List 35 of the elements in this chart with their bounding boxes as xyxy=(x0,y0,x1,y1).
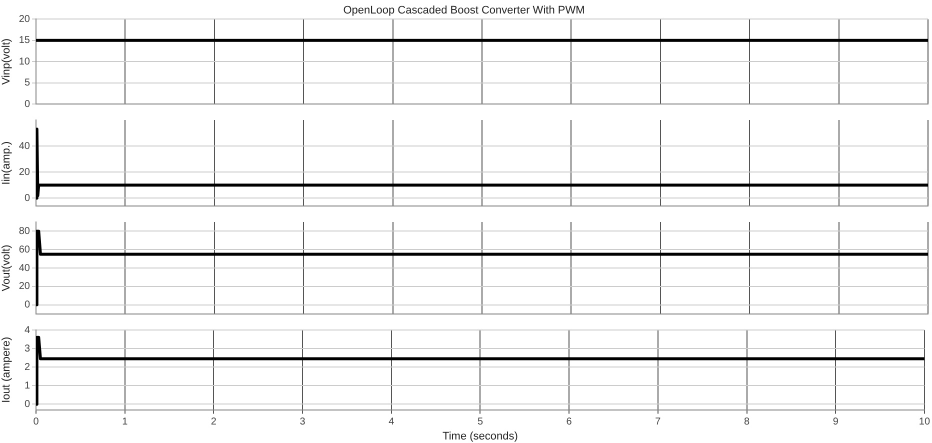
y-axis-title: Iin(amp.) xyxy=(0,141,13,185)
y-tick-label: 4 xyxy=(24,324,30,336)
y-tick-label: 20 xyxy=(18,166,30,178)
y-tick-label: 0 xyxy=(24,98,30,110)
y-tick-label: 15 xyxy=(18,35,30,46)
x-tick-label: 3 xyxy=(300,416,306,428)
y-tick-label: 2 xyxy=(24,362,30,373)
y-tick-label: 3 xyxy=(24,343,30,354)
x-tick-label: 9 xyxy=(832,416,839,428)
y-tick-label: 0 xyxy=(24,398,30,410)
x-tick-label: 7 xyxy=(655,416,662,428)
y-tick-label: 0 xyxy=(24,300,30,311)
y-tick-label: 1 xyxy=(24,380,30,392)
y-tick-label: 10 xyxy=(18,56,30,68)
y-tick-label: 40 xyxy=(18,140,30,152)
y-tick-label: 0 xyxy=(24,192,30,204)
y-tick-label: 40 xyxy=(18,262,30,274)
x-axis-title: Time (seconds) xyxy=(442,430,518,442)
x-tick-label: 10 xyxy=(918,416,930,428)
x-tick-label: 2 xyxy=(210,416,217,428)
y-tick-label: 80 xyxy=(18,226,30,237)
y-tick-label: 60 xyxy=(18,244,30,256)
x-tick-label: 8 xyxy=(744,416,750,428)
x-tick-label: 6 xyxy=(566,416,572,428)
x-tick-label: 0 xyxy=(33,416,40,428)
x-tick-label: 5 xyxy=(477,416,484,428)
y-axis-title: Vout(volt) xyxy=(0,244,13,292)
y-axis-title: Vinp(volt) xyxy=(0,38,13,85)
chart-title: OpenLoop Cascaded Boost Converter With PWM xyxy=(343,4,585,17)
x-tick-label: 4 xyxy=(388,416,395,428)
y-tick-label: 20 xyxy=(18,14,30,25)
y-axis-title: Iout (ampere) xyxy=(0,336,13,403)
y-tick-label: 5 xyxy=(24,78,30,89)
y-tick-label: 20 xyxy=(18,281,30,292)
x-tick-label: 1 xyxy=(122,416,128,428)
